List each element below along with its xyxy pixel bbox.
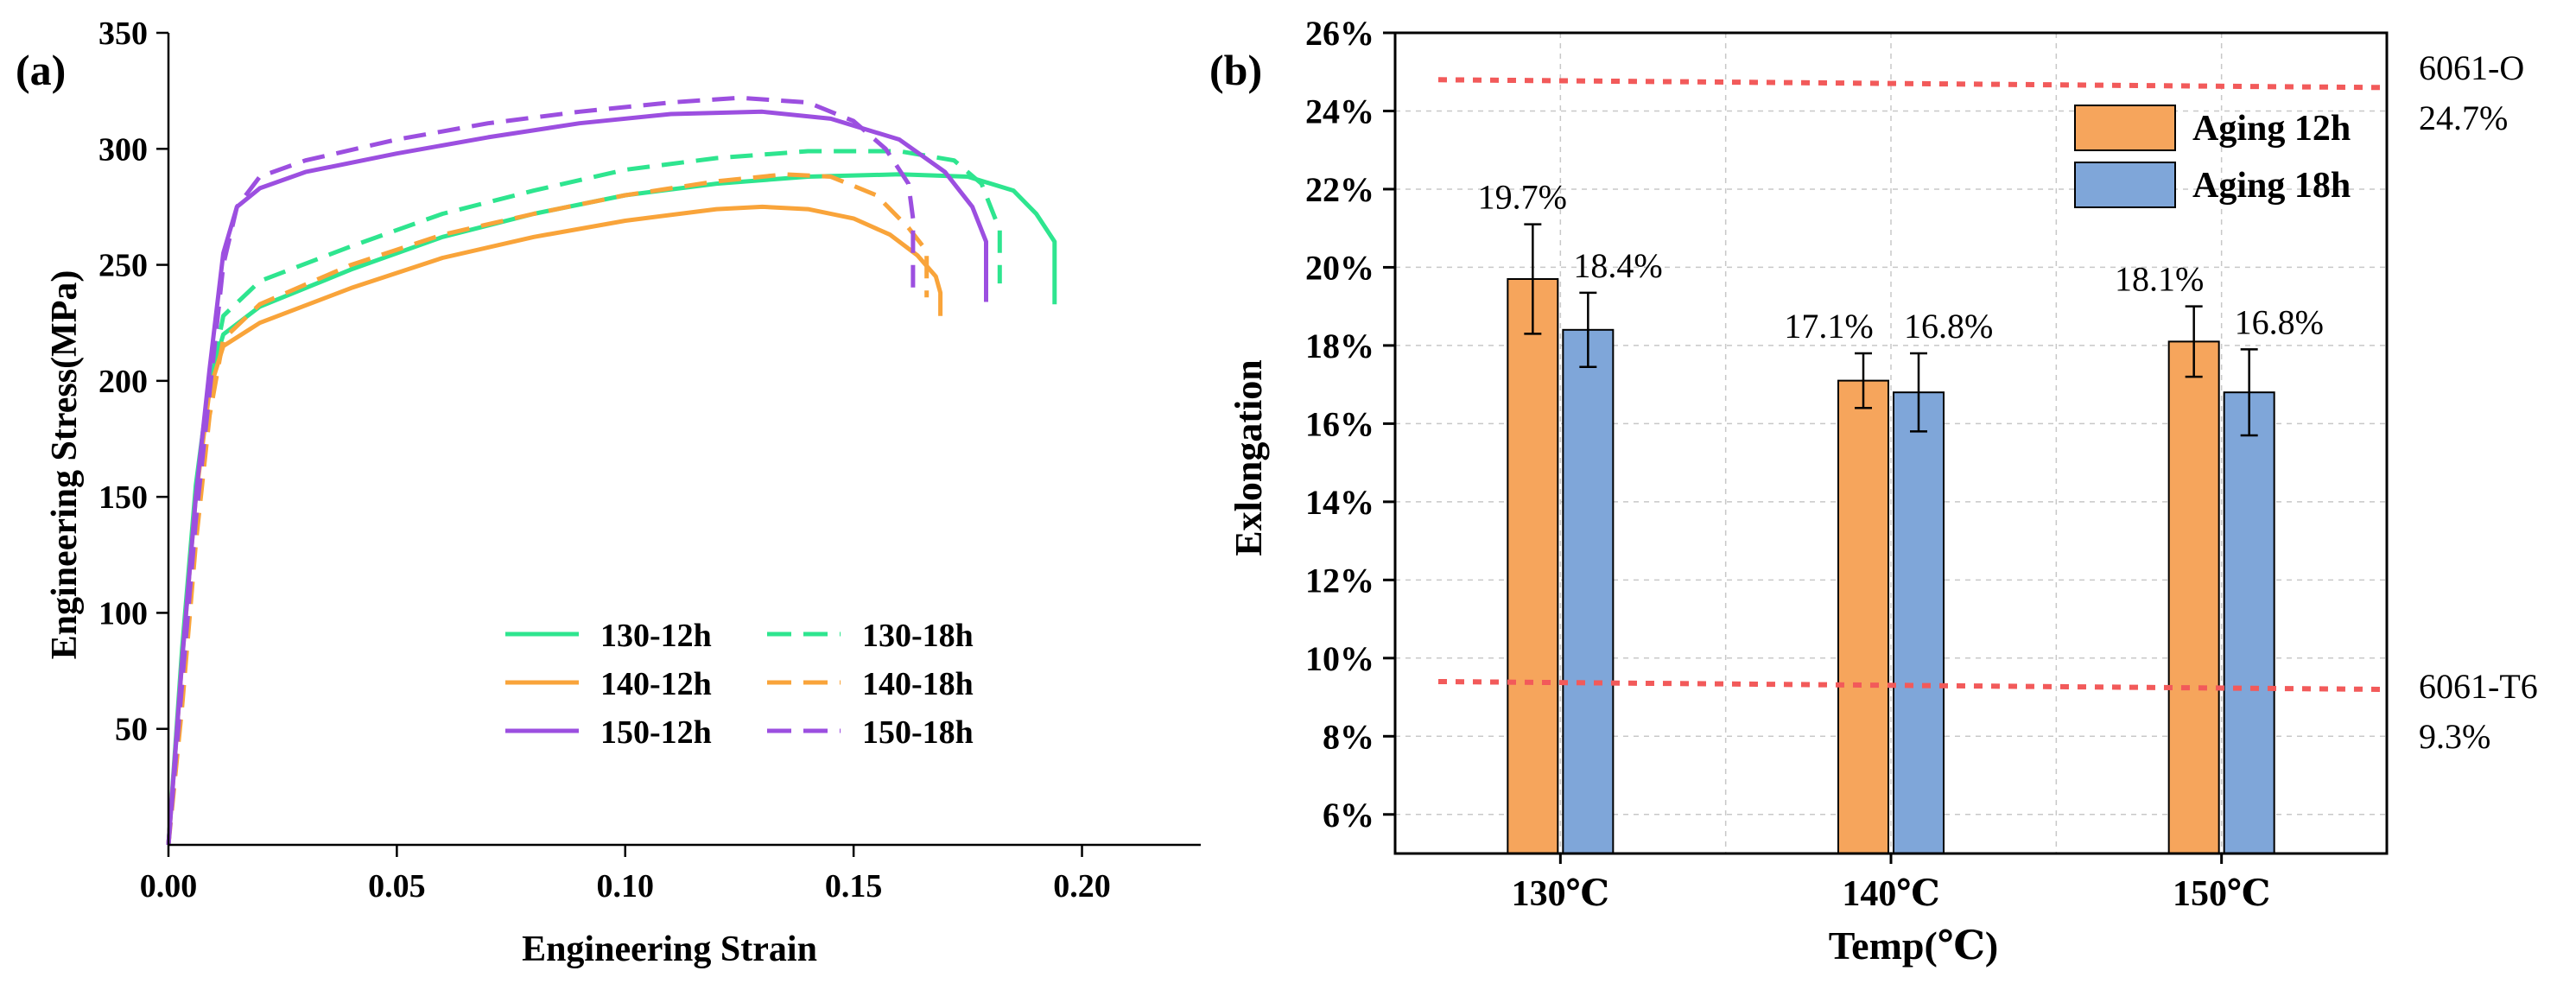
- bar-Aging 18h: [1562, 328, 1615, 854]
- data-label: 16.8%: [1904, 307, 1993, 346]
- panel-b-reference-lines: 6061-O 24.7% 6061-T6 9.3%: [1437, 48, 2538, 756]
- legend-label: 140-12h: [600, 666, 712, 702]
- data-label: 17.1%: [1784, 307, 1873, 346]
- y-tick-label: 14%: [1305, 483, 1374, 522]
- panel-b-y-axis-label: Exlongation: [1228, 359, 1270, 555]
- panel-a-legend: 130-12h 130-18h 140-12h 140-18h 150-12h 150-1…: [505, 618, 974, 751]
- reference-name: 6061-T6: [2419, 667, 2538, 706]
- x-tick-label: 0.00: [140, 868, 198, 904]
- panel-b-bars: 19.7% 17.1% 18.1% 18.4% 16.8% 16.8%: [1478, 178, 2324, 855]
- panel-a-x-axis-label: Engineering Strain: [522, 930, 817, 969]
- y-tick-label: 12%: [1305, 561, 1374, 600]
- legend-label: 150-18h: [862, 714, 974, 751]
- bar-Aging 18h: [2223, 391, 2275, 854]
- panel-a-axes: 0.00 0.05 0.10 0.15 0.20 50 100 150 200 250 300 350: [98, 16, 1201, 904]
- panel-a-series-lines: [166, 95, 1057, 846]
- x-tick-label: 0.20: [1053, 868, 1111, 904]
- legend-swatch-Aging 18h: [2074, 162, 2176, 208]
- x-tick-label: 150℃: [2173, 874, 2270, 914]
- y-tick-label: 300: [98, 131, 148, 168]
- reference-value: 24.7%: [2419, 98, 2508, 137]
- bar-Aging 12h: [1837, 379, 1889, 855]
- panel-b-legend: Aging 12h Aging 18h: [2074, 105, 2351, 208]
- series-line-150-18h: [166, 95, 916, 846]
- data-label: 16.8%: [2235, 302, 2324, 341]
- panel-b-grid: [1395, 32, 2387, 854]
- y-tick-label: 10%: [1305, 639, 1374, 678]
- y-tick-label: 350: [98, 16, 148, 52]
- reference-line-6061-T6: [1437, 678, 2383, 692]
- panel-a-y-axis-label: Engineering Stress(MPa): [45, 270, 85, 660]
- y-tick-label: 250: [98, 248, 148, 284]
- y-tick-label: 18%: [1305, 327, 1374, 365]
- x-tick-label: 0.15: [825, 868, 883, 904]
- bar-Aging 12h: [1507, 278, 1559, 854]
- panel-b-x-axis-label: Temp(℃): [1829, 923, 1999, 968]
- series-line-140-18h: [166, 172, 930, 846]
- legend-label: 140-18h: [862, 666, 974, 702]
- data-label: 18.1%: [2115, 260, 2204, 299]
- reference-value: 9.3%: [2419, 717, 2490, 756]
- legend-label: Aging 12h: [2192, 109, 2351, 149]
- panel-b-elongation-bar-chart: (b) 19.7% 17.1% 18.1% 18.4% 16.8% 16.8% 6061-…: [1209, 14, 2538, 968]
- x-tick-label: 0.05: [368, 868, 426, 904]
- x-tick-label: 0.10: [597, 868, 655, 904]
- y-tick-label: 150: [98, 479, 148, 516]
- y-tick-label: 6%: [1323, 796, 1374, 835]
- legend-label: 150-12h: [600, 714, 712, 751]
- data-label: 19.7%: [1478, 178, 1567, 217]
- y-tick-label: 50: [115, 712, 148, 748]
- y-tick-label: 24%: [1305, 92, 1374, 130]
- y-tick-label: 100: [98, 595, 148, 631]
- y-tick-label: 26%: [1305, 14, 1374, 53]
- legend-swatch-Aging 12h: [2074, 105, 2176, 151]
- legend-label: Aging 18h: [2192, 166, 2351, 206]
- y-tick-label: 200: [98, 364, 148, 400]
- bar-Aging 18h: [1893, 391, 1945, 854]
- panel-a-label: (a): [16, 46, 66, 94]
- data-label: 18.4%: [1573, 246, 1662, 285]
- x-tick-label: 130℃: [1512, 874, 1609, 914]
- series-line-150-12h: [166, 109, 988, 846]
- y-tick-label: 20%: [1305, 248, 1374, 287]
- series-line-140-12h: [166, 204, 943, 846]
- panel-b-label: (b): [1209, 46, 1262, 94]
- panel-b-axes: 6% 8% 10% 12% 14% 16% 18% 20% 22% 24% 26% 130℃ 140℃ 1…: [1305, 14, 2389, 914]
- y-tick-label: 8%: [1323, 717, 1374, 756]
- bar-Aging 12h: [2167, 340, 2220, 854]
- panel-a-stress-strain-chart: (a) 0.00 0.05 0.10 0.15 0.20 50 100 150 200 250 30…: [16, 16, 1201, 969]
- legend-label: 130-18h: [862, 618, 974, 654]
- y-tick-label: 22%: [1305, 170, 1374, 209]
- reference-name: 6061-O: [2419, 48, 2524, 87]
- reference-line-6061-O: [1437, 77, 2383, 91]
- y-tick-label: 16%: [1305, 404, 1374, 443]
- x-tick-label: 140℃: [1842, 874, 1939, 914]
- legend-label: 130-12h: [600, 618, 712, 654]
